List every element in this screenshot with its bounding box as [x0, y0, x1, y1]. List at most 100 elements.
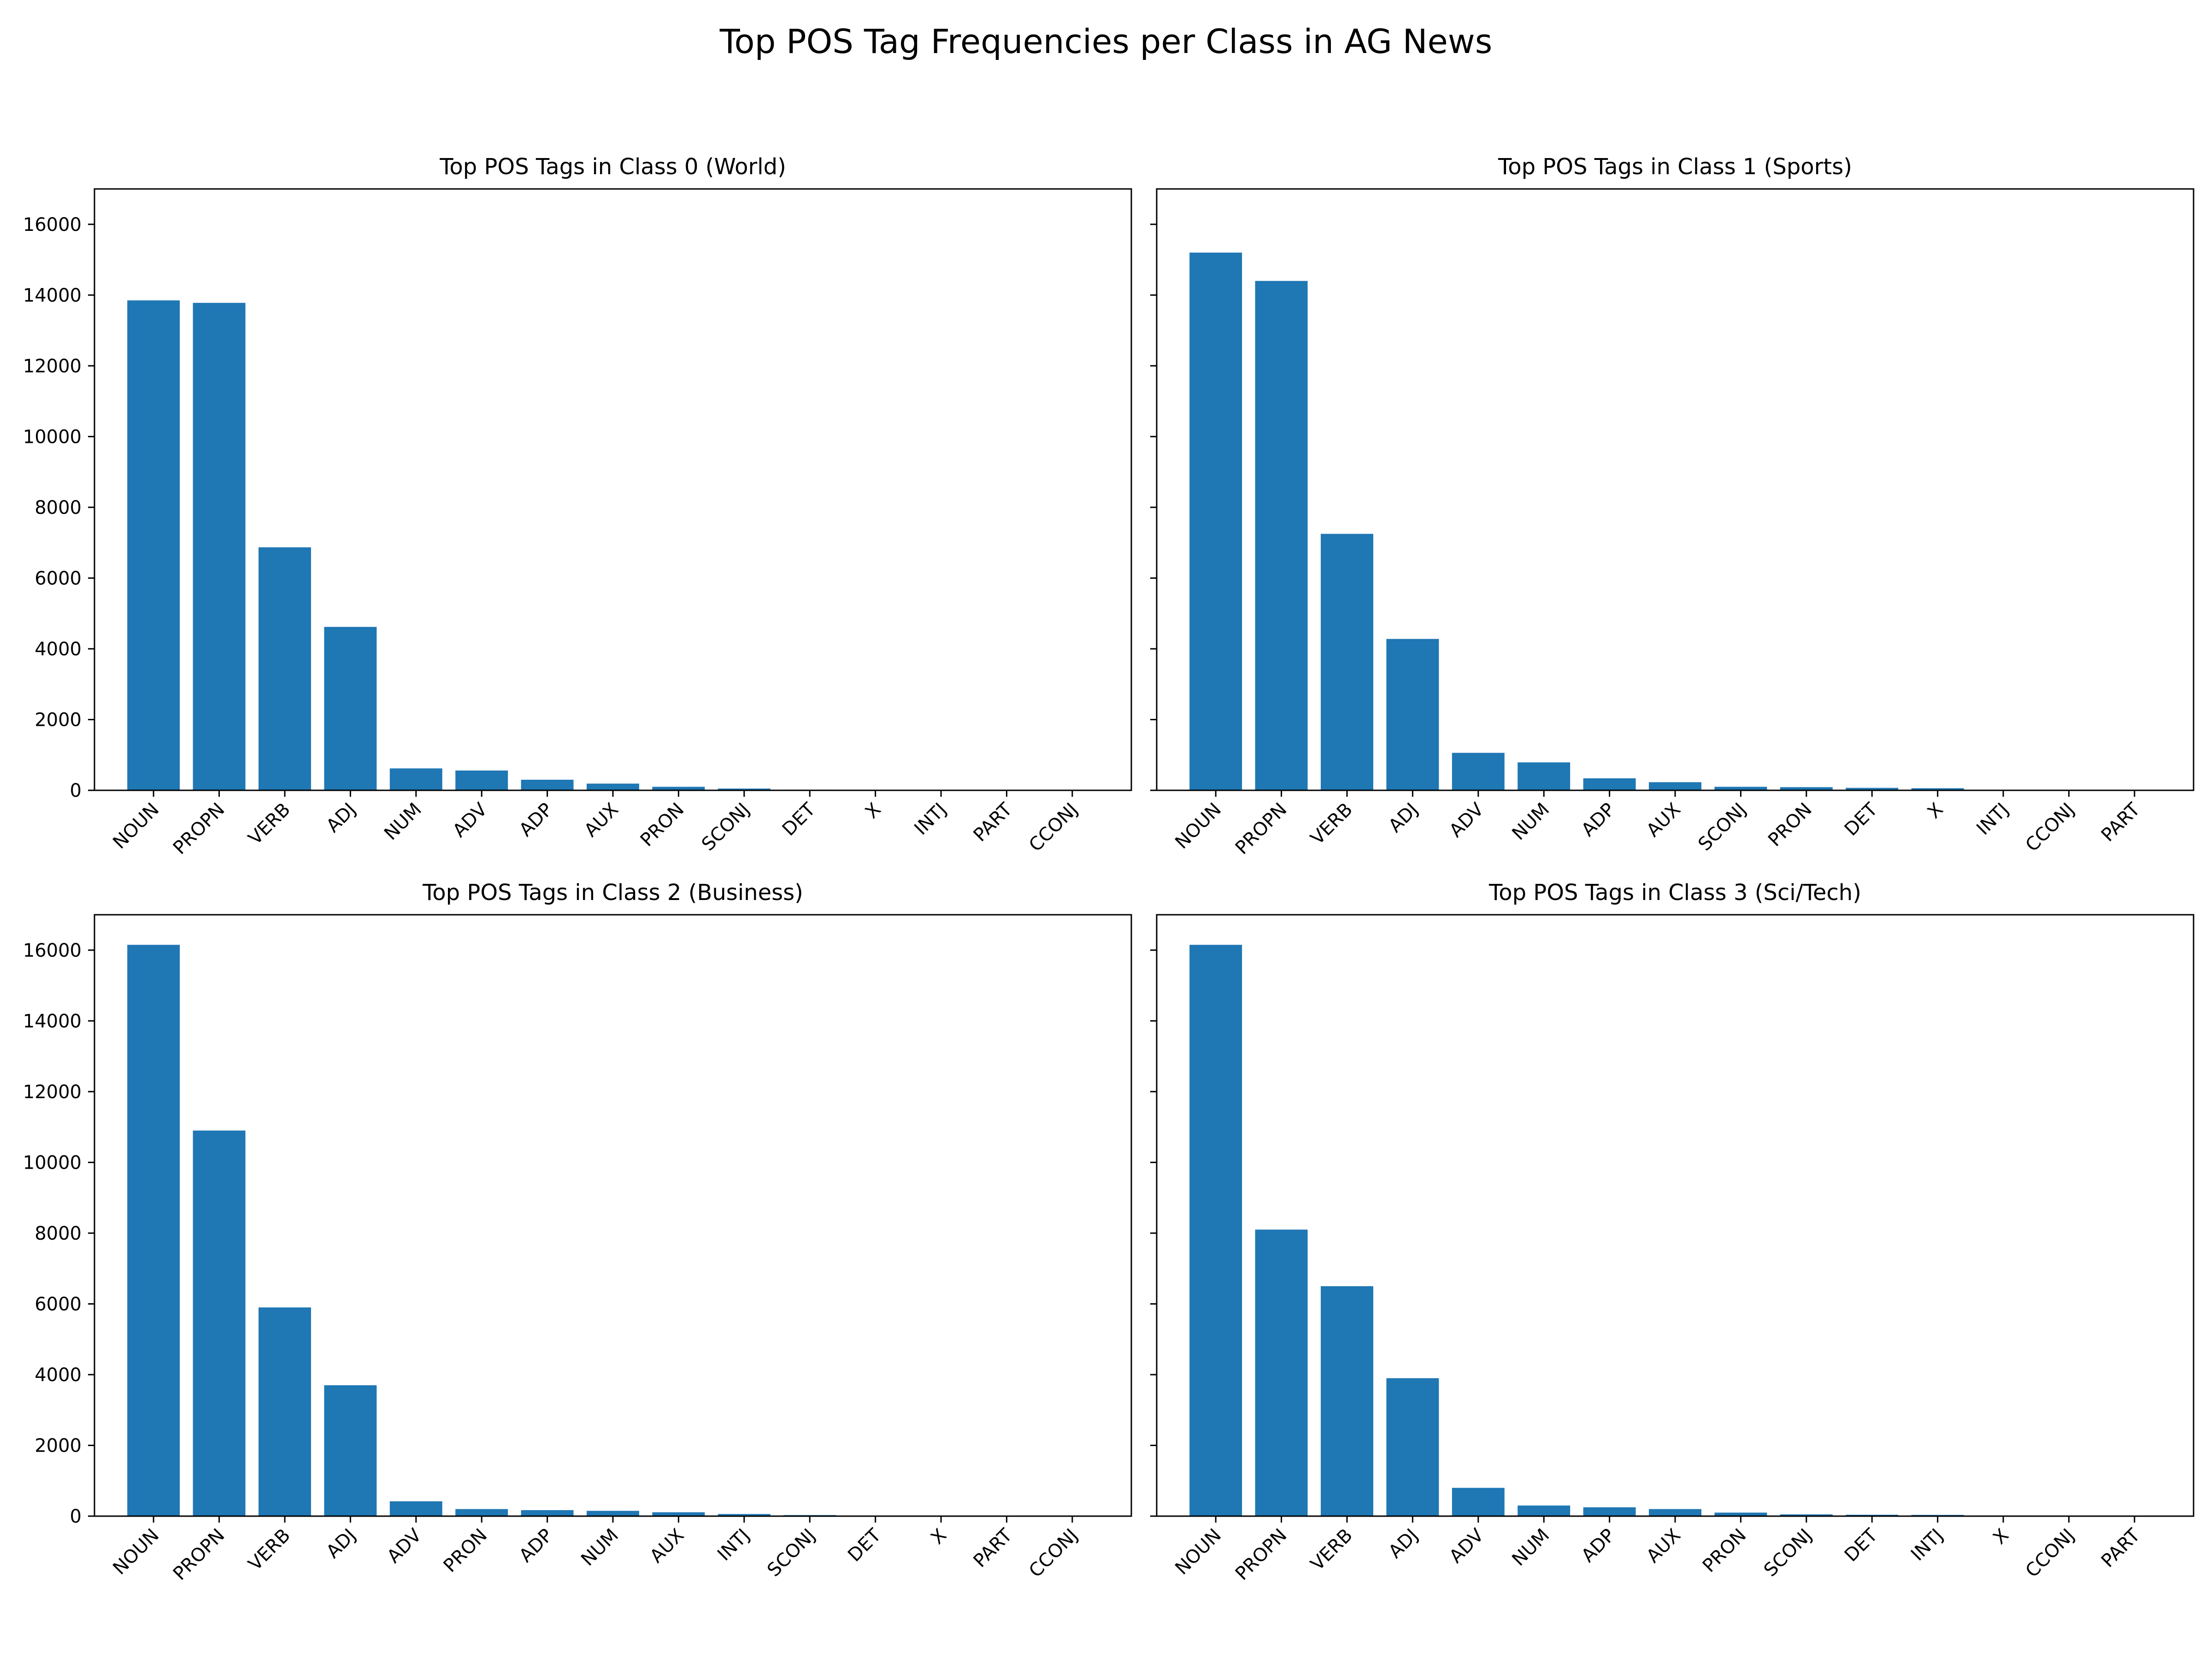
chart-1-bar-adj	[1386, 639, 1439, 790]
chart-0-xtick-label: AUX	[580, 799, 623, 841]
chart-3-xtick-label: AUX	[1642, 1525, 1685, 1567]
chart-3-xtick-label: DET	[1841, 1524, 1882, 1566]
chart-0-ytick-label: 12000	[23, 356, 82, 377]
chart-3-xtick-label: CCONJ	[2022, 1525, 2079, 1582]
chart-1-xtick-label: INTJ	[1972, 799, 2013, 840]
chart-3-xtick-label: INTJ	[1907, 1525, 1947, 1565]
chart-2-xtick-label: PART	[970, 1524, 1017, 1571]
chart-2-bar-noun	[127, 945, 180, 1516]
chart-0-bar-aux	[587, 783, 639, 790]
chart-3-xtick-label: NUM	[1508, 1525, 1553, 1571]
chart-1-bar-noun	[1189, 253, 1242, 790]
chart-3-xtick-label: X	[1989, 1525, 2013, 1549]
chart-1-xtick-label: DET	[1841, 799, 1882, 840]
chart-0-frame	[94, 188, 1132, 791]
chart-2-ytick-label: 12000	[23, 1082, 82, 1103]
chart-3-bar-sconj	[1780, 1514, 1833, 1516]
chart-0-bar-sconj	[718, 788, 771, 790]
chart-2-frame	[94, 914, 1132, 1517]
chart-2-ytick-label: 4000	[35, 1365, 82, 1386]
chart-2-xtick-label: CCONJ	[1025, 1525, 1082, 1582]
chart-2-xtick-label: ADP	[515, 1525, 557, 1567]
chart-3-xtick-label: PART	[2097, 1524, 2144, 1571]
chart-1-xtick-label: PROPN	[1231, 799, 1291, 859]
chart-1-xtick-label: NOUN	[1171, 799, 1225, 853]
chart-0-xtick-label: DET	[778, 799, 820, 840]
chart-0-bar-num	[389, 768, 442, 790]
chart-3-bar-aux	[1649, 1509, 1701, 1516]
chart-2-ytick-label: 8000	[35, 1223, 82, 1244]
chart-0-bar-noun	[127, 300, 180, 790]
chart-2-title: Top POS Tags in Class 2 (Business)	[422, 880, 803, 906]
chart-1-xtick-label: NUM	[1508, 799, 1553, 845]
chart-2-xtick-label: PROPN	[169, 1525, 229, 1585]
chart-3-bar-propn	[1255, 1230, 1308, 1516]
chart-0-bar-pron	[652, 787, 705, 790]
chart-2-bar-aux	[652, 1512, 705, 1516]
chart-2-bar-intj	[718, 1514, 771, 1516]
chart-2-ytick-label: 10000	[23, 1152, 82, 1173]
chart-0-xtick-label: VERB	[244, 799, 294, 849]
chart-1-bar-pron	[1780, 787, 1833, 790]
chart-0-ytick-label: 16000	[23, 214, 82, 235]
chart-0-xtick-label: NOUN	[109, 799, 163, 853]
chart-1-bar-adp	[1583, 778, 1636, 790]
chart-3-bar-adp	[1583, 1507, 1636, 1516]
chart-2-ytick-label: 6000	[35, 1294, 82, 1315]
chart-2-xtick-label: ADJ	[322, 1525, 360, 1563]
chart-0-xtick-label: ADP	[515, 799, 557, 841]
chart-2-xtick-label: DET	[844, 1524, 885, 1566]
chart-1-xtick-label: VERB	[1306, 799, 1357, 849]
chart-1-frame	[1156, 188, 2194, 791]
chart-3-xtick-label: ADP	[1577, 1525, 1619, 1567]
chart-2-xtick-label: VERB	[244, 1525, 294, 1575]
chart-0-xtick-label: INTJ	[910, 799, 951, 840]
chart-0-ytick-label: 10000	[23, 426, 82, 447]
chart-0-xtick-label: X	[861, 799, 885, 823]
chart-3-bar-num	[1518, 1505, 1571, 1516]
chart-0-ytick-label: 14000	[23, 285, 82, 306]
chart-0-ytick-label: 4000	[35, 639, 82, 660]
chart-1-xtick-label: ADJ	[1384, 799, 1422, 837]
chart-0-xtick-label: NUM	[380, 799, 426, 845]
chart-1-bar-sconj	[1714, 787, 1767, 790]
chart-3-xtick-label: NOUN	[1171, 1525, 1225, 1579]
chart-2-bar-pron	[455, 1509, 508, 1516]
chart-1-xtick-label: PRON	[1764, 799, 1816, 851]
chart-panel-class-3: Top POS Tags in Class 3 (Sci/Tech)NOUN PR…	[1150, 880, 2194, 1584]
chart-3-xtick-label: SCONJ	[1760, 1525, 1816, 1581]
chart-0-bar-propn	[193, 303, 246, 790]
chart-0-ytick-label: 8000	[35, 497, 82, 518]
chart-3-xtick-label: VERB	[1306, 1525, 1357, 1575]
chart-0-ytick-label: 6000	[35, 568, 82, 589]
chart-0-bar-adv	[455, 771, 508, 790]
chart-1-bar-aux	[1649, 782, 1701, 790]
chart-0-xtick-label: CCONJ	[1025, 799, 1082, 856]
chart-2-xtick-label: SCONJ	[763, 1525, 819, 1581]
chart-1-bar-verb	[1321, 534, 1373, 790]
chart-0-xtick-label: PROPN	[169, 799, 229, 859]
chart-2-bar-propn	[193, 1130, 246, 1516]
chart-3-title: Top POS Tags in Class 3 (Sci/Tech)	[1488, 880, 1861, 906]
chart-1-bar-x	[1911, 788, 1964, 790]
chart-0-bar-verb	[259, 547, 311, 790]
chart-1-xtick-label: PART	[2097, 799, 2144, 846]
chart-2-xtick-label: NUM	[577, 1525, 623, 1571]
chart-panel-class-1: Top POS Tags in Class 1 (Sports) NOUN PROP…	[1150, 154, 2194, 859]
chart-0-xtick-label: ADJ	[322, 799, 360, 837]
chart-0-xtick-label: ADV	[449, 799, 492, 841]
chart-3-xtick-label: ADV	[1445, 1524, 1488, 1567]
chart-panel-class-0: Top POS Tags in Class 0 (World) 0 2000 4000…	[23, 154, 1132, 859]
chart-1-bar-det	[1846, 788, 1899, 790]
chart-3-bar-det	[1846, 1514, 1899, 1516]
chart-1-xtick-label: ADV	[1445, 799, 1488, 841]
chart-0-xtick-label: SCONJ	[698, 799, 754, 855]
chart-2-bar-adv	[389, 1501, 442, 1516]
chart-2-xtick-label: PRON	[440, 1525, 492, 1577]
chart-2-ytick-label: 16000	[23, 940, 82, 961]
chart-1-xtick-label: AUX	[1642, 799, 1685, 841]
figure-title: Top POS Tag Frequencies per Class in AG …	[719, 22, 1493, 61]
chart-2-xtick-label: ADV	[383, 1524, 426, 1567]
chart-1-bar-adv	[1452, 753, 1505, 790]
chart-1-bar-propn	[1255, 281, 1308, 790]
